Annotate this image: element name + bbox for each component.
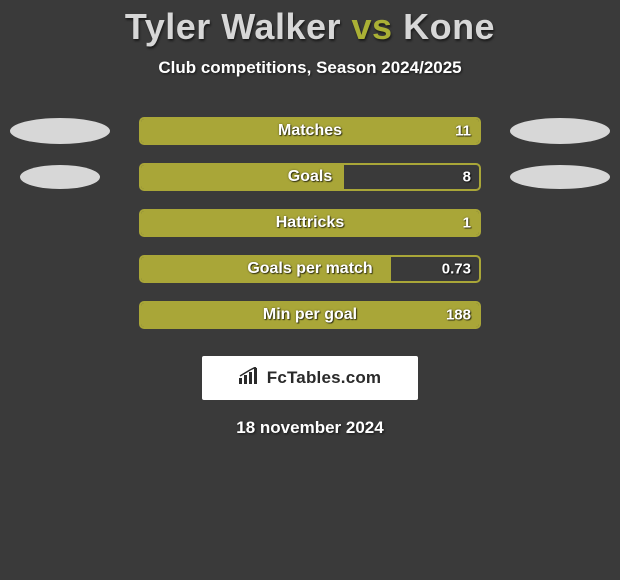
date-line: 18 november 2024 bbox=[236, 418, 383, 438]
stat-row: Goals per match0.73 bbox=[0, 246, 620, 292]
content-wrapper: Tyler Walker vs Kone Club competitions, … bbox=[0, 0, 620, 580]
stat-value: 8 bbox=[463, 169, 471, 186]
title-player2: Kone bbox=[403, 6, 495, 47]
stat-bar-track: Goals per match0.73 bbox=[139, 255, 481, 283]
decorative-ellipse bbox=[20, 165, 100, 189]
stat-row: Min per goal188 bbox=[0, 292, 620, 338]
stat-bar-fill bbox=[141, 257, 391, 281]
stats-stage: Matches11 Goals8 Hattricks1 Goals per match… bbox=[0, 108, 620, 338]
decorative-ellipse bbox=[510, 118, 610, 144]
stat-value: 0.73 bbox=[442, 261, 471, 278]
brand-box: FcTables.com bbox=[202, 356, 418, 400]
subtitle: Club competitions, Season 2024/2025 bbox=[158, 58, 461, 78]
stat-bar-track: Matches11 bbox=[139, 117, 481, 145]
decorative-ellipse bbox=[10, 118, 110, 144]
stat-row: Hattricks1 bbox=[0, 200, 620, 246]
stat-bar-fill bbox=[141, 303, 479, 327]
stat-bar-fill bbox=[141, 119, 479, 143]
stat-row: Matches11 bbox=[0, 108, 620, 154]
brand-chart-icon bbox=[239, 367, 261, 390]
stat-bar-track: Min per goal188 bbox=[139, 301, 481, 329]
stat-bar-track: Goals8 bbox=[139, 163, 481, 191]
title-vs: vs bbox=[352, 6, 393, 47]
page-title: Tyler Walker vs Kone bbox=[125, 6, 495, 48]
stat-bar-track: Hattricks1 bbox=[139, 209, 481, 237]
title-player1: Tyler Walker bbox=[125, 6, 341, 47]
stat-bar-fill bbox=[141, 211, 479, 235]
decorative-ellipse bbox=[510, 165, 610, 189]
stat-bar-fill bbox=[141, 165, 344, 189]
stat-row: Goals8 bbox=[0, 154, 620, 200]
brand-text: FcTables.com bbox=[267, 368, 382, 388]
